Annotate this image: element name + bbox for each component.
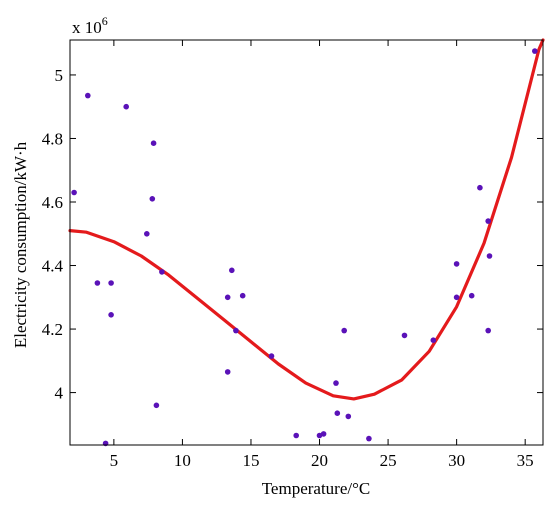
y-multiplier-base: x 10	[72, 18, 102, 37]
data-point	[268, 353, 275, 359]
data-point	[150, 140, 157, 146]
x-tick-label: 30	[448, 451, 465, 470]
data-point	[224, 294, 231, 301]
data-point	[239, 292, 246, 299]
data-point	[229, 267, 235, 274]
data-point	[532, 48, 538, 54]
data-point	[108, 280, 114, 286]
data-point	[224, 369, 231, 375]
data-marks	[68, 38, 545, 447]
data-point	[453, 294, 460, 301]
data-point	[159, 269, 165, 275]
data-point	[293, 432, 300, 439]
y-multiplier-exponent: 6	[102, 14, 108, 28]
x-tick-label: 10	[174, 451, 191, 470]
data-point	[453, 261, 460, 267]
data-point	[401, 332, 408, 339]
data-point	[94, 280, 101, 286]
x-tick-label: 25	[380, 451, 397, 470]
axes	[69, 39, 544, 446]
y-axis-label: Electricity consumption/kW·h	[11, 141, 30, 348]
data-point	[486, 253, 493, 259]
data-point	[85, 92, 91, 99]
tick-labels: 5 10 15 20 25 30 35 4 4.2 4.4 4.6 4.8 5	[42, 66, 534, 470]
x-axis-label: Temperature/°C	[262, 479, 371, 498]
data-point	[341, 327, 348, 334]
x-tick-label: 35	[517, 451, 534, 470]
data-point	[123, 103, 129, 110]
data-point	[153, 402, 160, 409]
y-multiplier-label: x 106	[72, 14, 108, 37]
data-point	[334, 410, 341, 417]
y-tick-label: 4.8	[42, 129, 63, 148]
data-point	[149, 196, 156, 202]
data-point	[485, 218, 492, 224]
plot-frame	[69, 39, 544, 446]
y-tick-label: 4	[55, 384, 64, 403]
data-point	[144, 231, 150, 237]
x-tick-label: 20	[311, 451, 328, 470]
data-point	[485, 327, 492, 334]
y-tick-label: 4.6	[42, 193, 63, 212]
data-point	[108, 312, 114, 318]
data-point	[345, 413, 352, 420]
fit-curve	[68, 38, 545, 401]
data-point	[333, 380, 339, 386]
data-point	[320, 431, 327, 437]
x-tick-label: 5	[110, 451, 119, 470]
y-tick-label: 4.4	[42, 257, 64, 276]
y-tick-label: 4.2	[42, 320, 63, 339]
data-point	[477, 184, 483, 191]
x-tick-label: 15	[242, 451, 259, 470]
data-point	[430, 337, 437, 344]
y-tick-label: 5	[55, 66, 64, 85]
data-point	[468, 292, 475, 299]
data-point	[233, 327, 239, 334]
data-point	[71, 189, 77, 196]
data-point	[366, 435, 372, 442]
